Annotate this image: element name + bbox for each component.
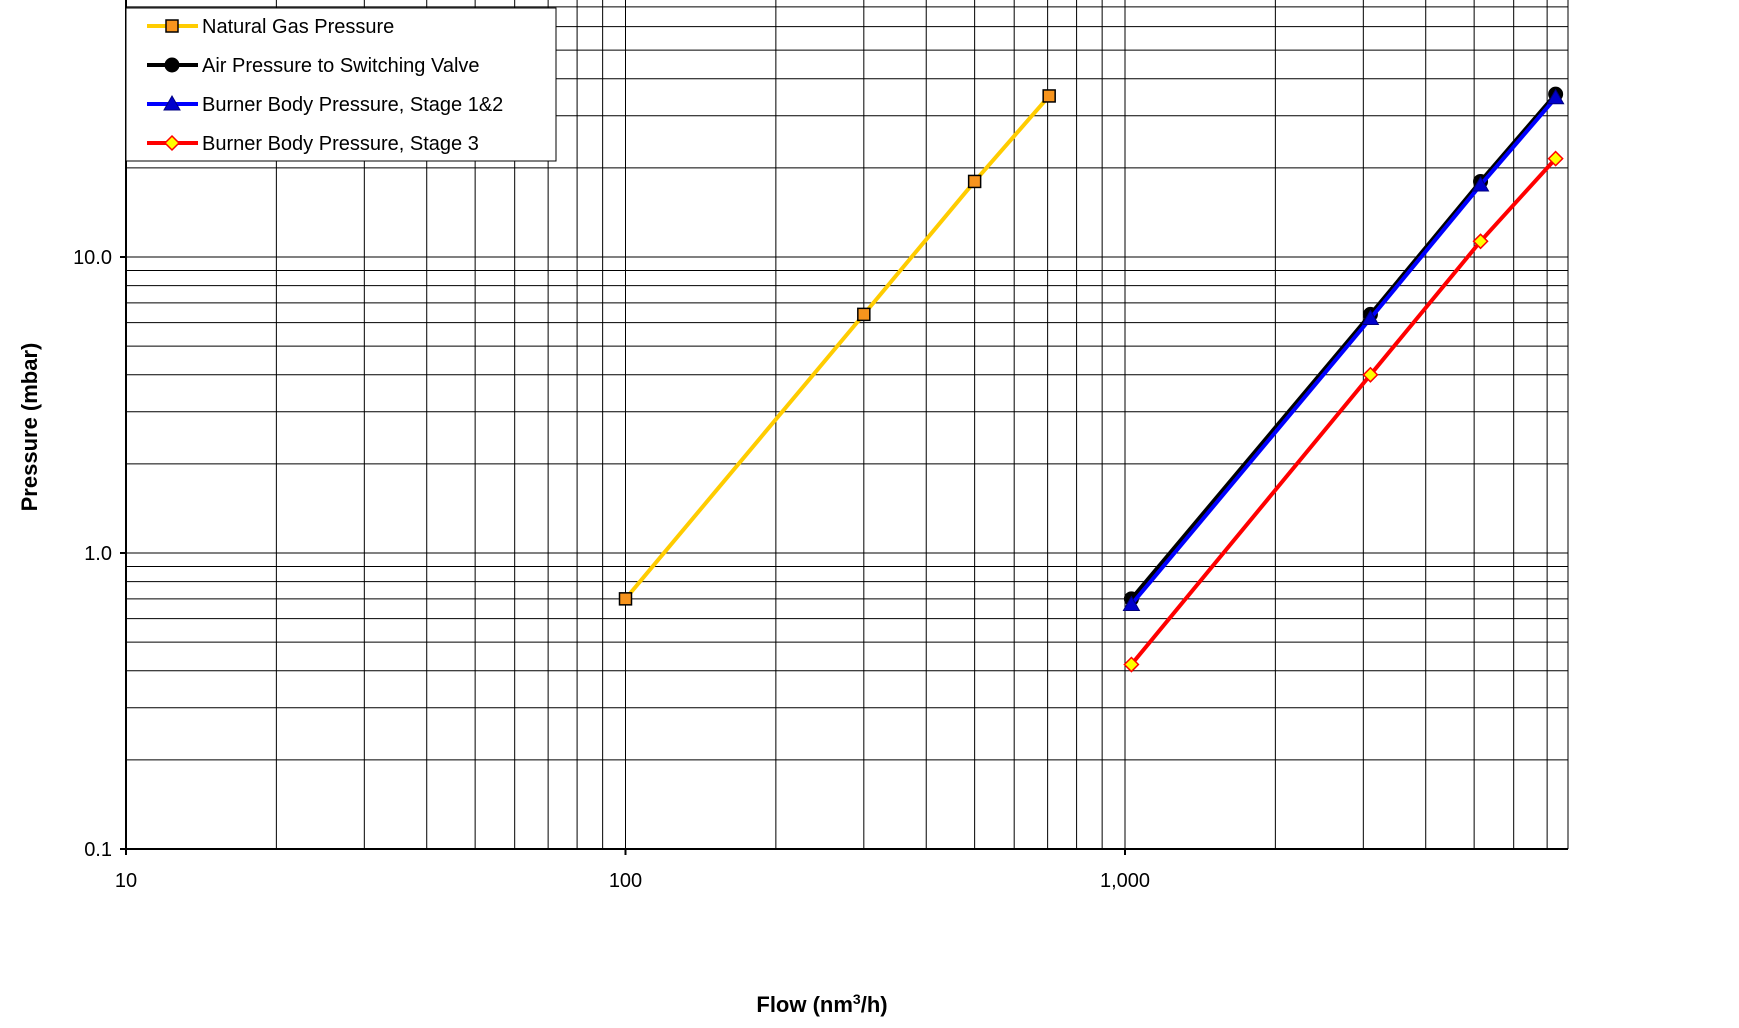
series-1: [618, 89, 1056, 606]
series-line: [623, 94, 1051, 601]
series-line: [1129, 92, 1558, 601]
data-point: [1123, 656, 1140, 673]
legend-marker: [164, 57, 180, 73]
legend-box: [125, 7, 557, 162]
y-tick-label: 10.0: [73, 247, 112, 269]
data-point: [1472, 233, 1489, 250]
series-line: [1129, 96, 1558, 606]
legend-label: Natural Gas Pressure: [202, 16, 394, 38]
x-tick-label: 1,000: [1100, 870, 1150, 892]
data-point: [1042, 89, 1056, 103]
y-tick-labels: 0.1 1.0 10.0: [73, 247, 112, 861]
legend-label: Burner Body Pressure, Stage 3: [202, 133, 479, 155]
legend: Natural Gas Pressure Air Pressure to Swit…: [125, 7, 557, 162]
x-tick-label: 10: [115, 870, 137, 892]
x-axis-title-main: Flow (nm: [756, 992, 853, 1017]
y-tick-label: 1.0: [84, 543, 112, 565]
legend-marker: [165, 19, 179, 33]
x-axis-title-tail: /h): [861, 992, 888, 1017]
legend-marker: [163, 94, 181, 111]
data-point: [1471, 176, 1490, 192]
data-point: [1122, 595, 1141, 611]
y-tick-label: 0.1: [84, 839, 112, 861]
data-point: [857, 307, 871, 322]
data-point: [618, 592, 633, 606]
legend-label: Air Pressure to Switching Valve: [202, 55, 480, 77]
legend-item: Air Pressure to Switching Valve: [147, 55, 480, 77]
series-line: [1129, 157, 1558, 666]
data-point: [1546, 88, 1565, 105]
data-point: [967, 174, 982, 189]
y-axis-title: Pressure (mbar): [17, 343, 42, 512]
legend-marker: [163, 134, 181, 152]
x-tick-labels: 10 100 1,000: [115, 870, 1150, 892]
series-4: [1123, 150, 1564, 673]
data-point: [1547, 150, 1564, 167]
data-point: [1362, 366, 1379, 383]
series-3: [1122, 88, 1565, 611]
x-axis-title-superscript: 3: [853, 991, 861, 1007]
x-tick-label: 100: [609, 870, 642, 892]
legend-label: Burner Body Pressure, Stage 1&2: [202, 94, 503, 116]
legend-item: Burner Body Pressure, Stage 3: [147, 133, 479, 155]
legend-item: Natural Gas Pressure: [147, 16, 394, 38]
x-axis-title: Flow (nm3/h): [756, 991, 887, 1017]
series-layer: [618, 86, 1565, 673]
data-point: [1361, 309, 1380, 325]
legend-item: Burner Body Pressure, Stage 1&2: [147, 94, 503, 116]
